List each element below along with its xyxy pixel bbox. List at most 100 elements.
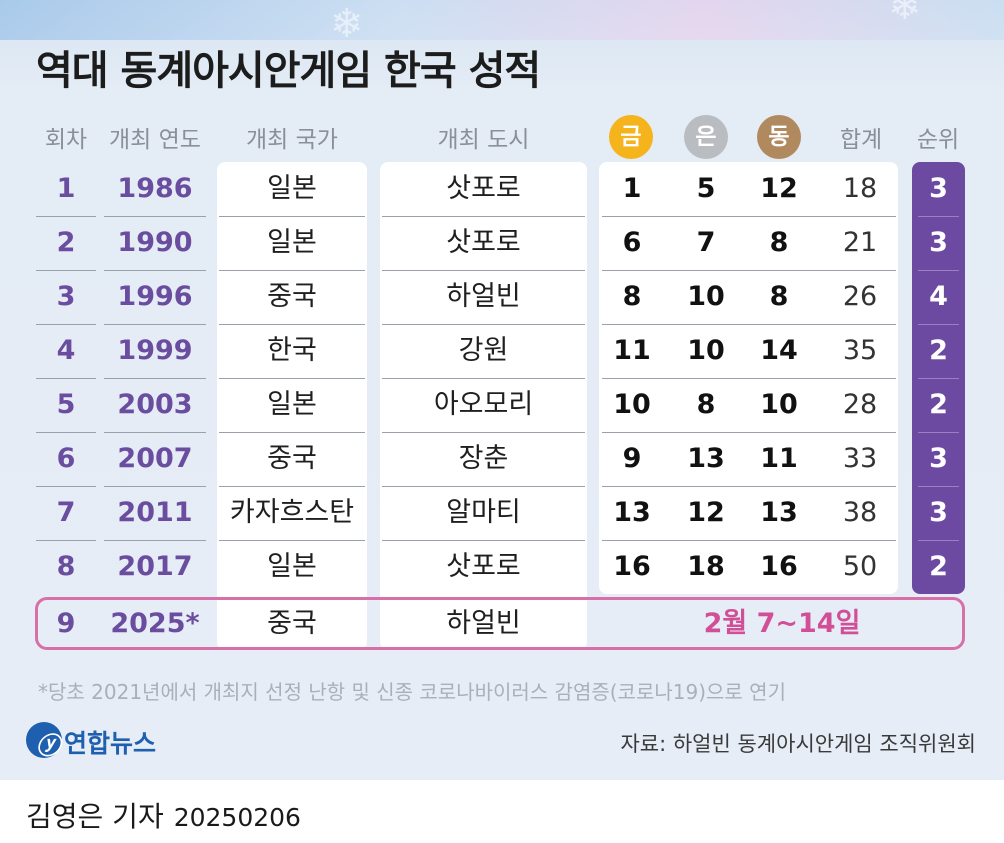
cell-total: 33 bbox=[842, 443, 878, 474]
cell-year: 1999 bbox=[117, 335, 193, 366]
cell-silver: 10 bbox=[687, 281, 725, 312]
cell-year: 1986 bbox=[117, 173, 193, 204]
cell-city: 아오모리 bbox=[433, 389, 534, 420]
cell-gold: 6 bbox=[622, 227, 642, 258]
page-title: 역대 동계아시안게임 한국 성적 bbox=[36, 48, 541, 94]
cell-round: 2 bbox=[56, 227, 76, 258]
row-divider bbox=[36, 324, 96, 325]
upcoming-round: 9 bbox=[56, 608, 76, 639]
silver-medal-icon: 은 bbox=[684, 115, 728, 159]
upcoming-highlight bbox=[35, 597, 965, 650]
cell-gold: 10 bbox=[613, 389, 651, 420]
row-divider bbox=[36, 270, 96, 271]
gold-medal-icon: 금 bbox=[609, 115, 653, 159]
cell-round: 5 bbox=[56, 389, 76, 420]
row-divider bbox=[104, 216, 206, 217]
cell-silver: 7 bbox=[696, 227, 716, 258]
upcoming-year: 2025* bbox=[110, 608, 200, 639]
row-divider bbox=[104, 324, 206, 325]
row-divider bbox=[382, 378, 585, 379]
country-panel bbox=[217, 162, 367, 650]
row-divider bbox=[36, 432, 96, 433]
row-divider bbox=[219, 378, 365, 379]
cell-city: 장춘 bbox=[458, 443, 509, 474]
source-credit: 자료: 하얼빈 동계아시안게임 조직위원회 bbox=[620, 732, 976, 756]
cell-rank: 2 bbox=[929, 335, 948, 366]
cell-rank: 3 bbox=[929, 443, 948, 474]
row-divider bbox=[219, 324, 365, 325]
cell-bronze: 11 bbox=[760, 443, 798, 474]
row-divider bbox=[36, 216, 96, 217]
cell-round: 7 bbox=[56, 497, 76, 528]
row-divider bbox=[104, 540, 206, 541]
row-divider bbox=[602, 540, 896, 541]
logo-text: 연합뉴스 bbox=[64, 729, 157, 758]
cell-year: 2003 bbox=[117, 389, 193, 420]
rank-divider bbox=[918, 270, 959, 271]
row-divider bbox=[382, 324, 585, 325]
cell-gold: 1 bbox=[622, 173, 642, 204]
rank-divider bbox=[918, 540, 959, 541]
cell-silver: 5 bbox=[696, 173, 716, 204]
header-city: 개최 도시 bbox=[437, 127, 530, 153]
footnote: *당초 2021년에서 개최지 선정 난항 및 신종 코로나바이러스 감염증(코… bbox=[38, 680, 786, 704]
row-divider bbox=[36, 378, 96, 379]
row-divider bbox=[219, 432, 365, 433]
cell-rank: 3 bbox=[929, 497, 948, 528]
yonhap-logo-icon: ⓨ bbox=[26, 722, 62, 760]
cell-city: 하얼빈 bbox=[446, 281, 521, 312]
snowflake-icon: ❄ bbox=[330, 1, 364, 47]
cell-total: 18 bbox=[842, 173, 878, 204]
header-round: 회차 bbox=[44, 127, 88, 153]
rank-divider bbox=[918, 216, 959, 217]
row-divider bbox=[382, 216, 585, 217]
cell-city: 강원 bbox=[458, 335, 509, 366]
byline-date: 20250206 bbox=[173, 803, 301, 832]
header-year: 개최 연도 bbox=[109, 127, 201, 153]
cell-round: 6 bbox=[56, 443, 76, 474]
header-decoration bbox=[0, 0, 1004, 40]
row-divider bbox=[36, 486, 96, 487]
snowflake-icon: ❄ bbox=[888, 0, 922, 29]
reporter-name: 김영은 기자 bbox=[26, 800, 164, 833]
cell-city: 삿포로 bbox=[446, 173, 521, 204]
cell-year: 2011 bbox=[117, 497, 193, 528]
row-divider bbox=[382, 270, 585, 271]
cell-country: 카자흐스탄 bbox=[229, 497, 355, 528]
cell-rank: 3 bbox=[929, 227, 948, 258]
cell-round: 4 bbox=[56, 335, 76, 366]
cell-gold: 16 bbox=[613, 551, 651, 582]
cell-total: 50 bbox=[842, 551, 878, 582]
cell-city: 삿포로 bbox=[446, 551, 521, 582]
cell-city: 삿포로 bbox=[446, 227, 521, 258]
cell-city: 알마티 bbox=[446, 497, 521, 528]
rank-divider bbox=[918, 486, 959, 487]
row-divider bbox=[602, 378, 896, 379]
bronze-medal-icon: 동 bbox=[757, 115, 801, 159]
cell-bronze: 12 bbox=[760, 173, 798, 204]
cell-year: 1996 bbox=[117, 281, 193, 312]
cell-gold: 8 bbox=[622, 281, 642, 312]
header-rank: 순위 bbox=[916, 127, 960, 153]
infographic-card: ❄ ❄ 역대 동계아시안게임 한국 성적 회차 개최 연도 개최 국가 개최 도… bbox=[0, 0, 1004, 780]
cell-rank: 2 bbox=[929, 551, 948, 582]
row-divider bbox=[104, 432, 206, 433]
row-divider bbox=[602, 270, 896, 271]
row-divider bbox=[36, 540, 96, 541]
cell-total: 28 bbox=[842, 389, 878, 420]
cell-bronze: 14 bbox=[760, 335, 798, 366]
cell-year: 2017 bbox=[117, 551, 193, 582]
row-divider bbox=[602, 432, 896, 433]
cell-rank: 4 bbox=[929, 281, 948, 312]
rank-divider bbox=[918, 324, 959, 325]
cell-country: 일본 bbox=[267, 389, 317, 420]
cell-total: 38 bbox=[842, 497, 878, 528]
cell-year: 1990 bbox=[117, 227, 193, 258]
cell-total: 26 bbox=[842, 281, 878, 312]
cell-gold: 13 bbox=[613, 497, 651, 528]
byline: 김영은 기자 20250206 bbox=[26, 795, 301, 835]
cell-year: 2007 bbox=[117, 443, 193, 474]
row-divider bbox=[104, 378, 206, 379]
cell-bronze: 8 bbox=[769, 281, 789, 312]
upcoming-dates: 2월 7~14일 bbox=[703, 608, 861, 639]
